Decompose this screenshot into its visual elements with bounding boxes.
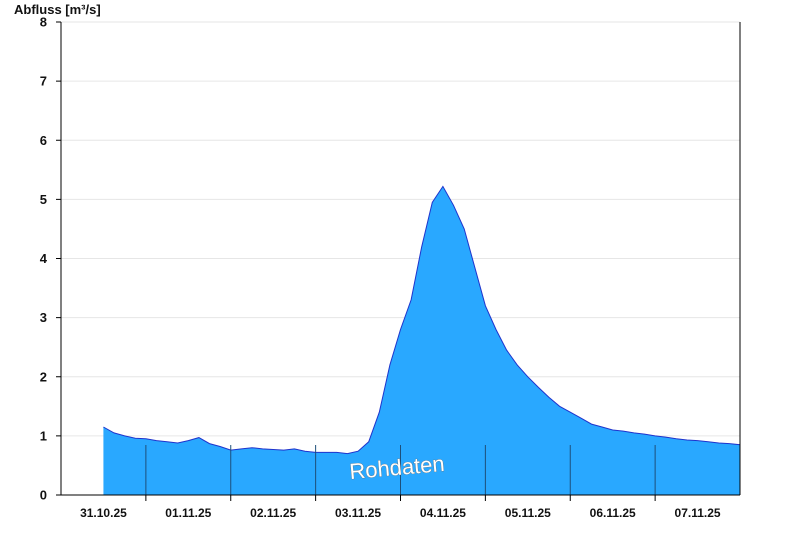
y-tick-label: 7 — [40, 74, 47, 89]
y-tick-label: 3 — [40, 310, 47, 325]
y-tick-label: 8 — [40, 15, 47, 30]
x-tick-label: 03.11.25 — [335, 506, 381, 520]
y-tick-label: 2 — [40, 369, 47, 384]
label-layer: 0 1 2 3 4 5 6 7 8 31.10.25 01.11.25 02.11.25 03.11.2… — [40, 15, 721, 521]
discharge-line — [103, 185, 741, 455]
grid-layer — [61, 21, 740, 437]
x-tick-label: 06.11.25 — [590, 506, 636, 520]
x-tick-label: 31.10.25 — [80, 506, 127, 520]
area-layer — [103, 185, 741, 495]
x-tick-label: 01.11.25 — [165, 506, 211, 520]
axis-layer — [56, 21, 741, 501]
y-axis-title: Abfluss [m³/s] — [14, 2, 101, 17]
y-tick-label: 5 — [40, 192, 47, 207]
x-tick-label: 02.11.25 — [250, 506, 296, 520]
y-tick-label: 4 — [40, 251, 48, 266]
x-tick-label: 04.11.25 — [420, 506, 466, 520]
discharge-area — [103, 186, 740, 495]
y-tick-label: 0 — [40, 488, 47, 503]
y-tick-label: 1 — [40, 428, 47, 443]
x-tick-label: 07.11.25 — [675, 506, 721, 520]
x-tick-label: 05.11.25 — [505, 506, 551, 520]
y-tick-label: 6 — [40, 133, 47, 148]
